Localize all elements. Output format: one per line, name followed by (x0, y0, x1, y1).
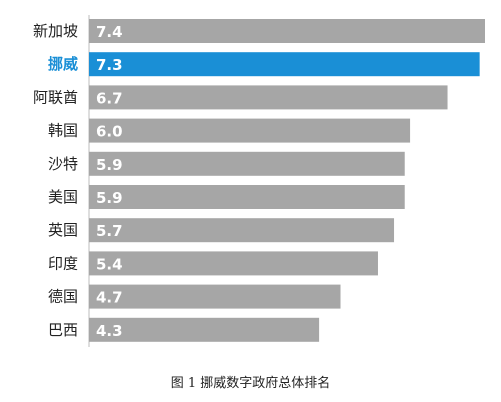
figure-caption: 图 1 挪威数字政府总体排名 (170, 376, 331, 391)
value-label: 7.3 (96, 56, 123, 74)
category-label: 阿联酋 (33, 88, 78, 106)
bar (89, 118, 411, 143)
bar (89, 52, 480, 77)
category-label: 印度 (48, 254, 78, 272)
value-label: 5.7 (96, 222, 123, 240)
value-label: 6.7 (96, 89, 123, 107)
bar (89, 185, 405, 209)
category-label: 巴西 (48, 321, 78, 339)
bar (89, 218, 395, 243)
category-label: 美国 (48, 188, 78, 206)
bar (89, 151, 405, 176)
bar (89, 317, 320, 342)
value-label: 5.9 (96, 156, 123, 174)
category-label: 沙特 (48, 155, 78, 173)
category-label: 挪威 (48, 55, 78, 73)
value-label: 4.7 (96, 289, 123, 307)
value-label: 5.4 (96, 255, 123, 273)
value-label: 7.4 (96, 23, 123, 41)
bar (89, 284, 341, 309)
bar (89, 85, 448, 110)
category-label: 新加坡 (33, 22, 78, 40)
category-label: 德国 (48, 288, 78, 306)
bar (89, 251, 378, 276)
value-label: 4.3 (96, 322, 123, 340)
category-label: 韩国 (48, 122, 78, 140)
bar-chart: 新加坡 7.4 挪威 7.3 阿联酋 6.7 韩国 6.0 沙特 5.9 美国 5.9 英国 5.7 印度 5… (33, 15, 485, 347)
value-label: 6.0 (96, 123, 123, 141)
value-label: 5.9 (96, 189, 123, 207)
category-label: 英国 (48, 221, 78, 239)
bar (89, 19, 485, 43)
